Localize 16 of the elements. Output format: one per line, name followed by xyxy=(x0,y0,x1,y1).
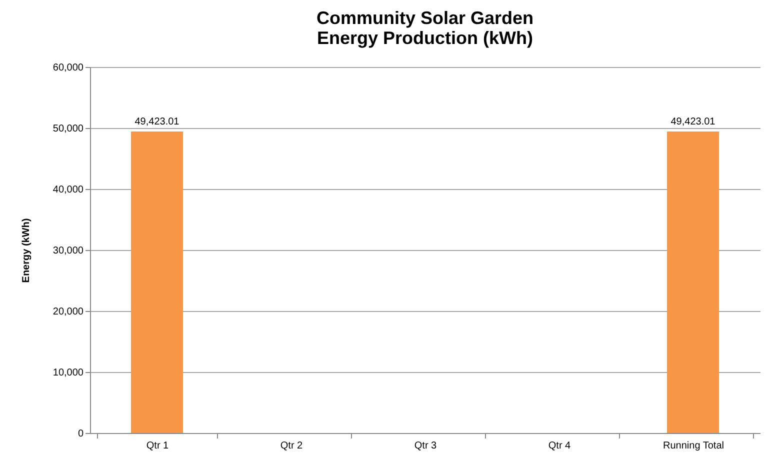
x-tick-label: Qtr 3 xyxy=(414,440,438,452)
x-tick-label: Running Total xyxy=(663,440,724,452)
y-tick-label: 20,000 xyxy=(52,306,84,318)
y-tick-label: 0 xyxy=(78,428,84,440)
x-tick-label: Qtr 1 xyxy=(146,440,170,452)
x-tick-label: Qtr 4 xyxy=(548,440,572,452)
y-tick-label: 60,000 xyxy=(52,62,84,74)
data-label: 49,423.01 xyxy=(134,116,180,128)
y-tick-label: 10,000 xyxy=(52,368,84,378)
data-label: 49,423.01 xyxy=(670,116,716,128)
x-tick-label: Qtr 2 xyxy=(280,440,304,452)
chart-title: Community Solar Garden Energy Production (kWh) xyxy=(316,8,534,48)
y-tick-label: 30,000 xyxy=(52,246,84,256)
y-tick-label: 40,000 xyxy=(52,184,84,196)
y-tick-label: 50,000 xyxy=(52,124,84,134)
y-axis-title: Energy (kWh) xyxy=(20,218,32,283)
